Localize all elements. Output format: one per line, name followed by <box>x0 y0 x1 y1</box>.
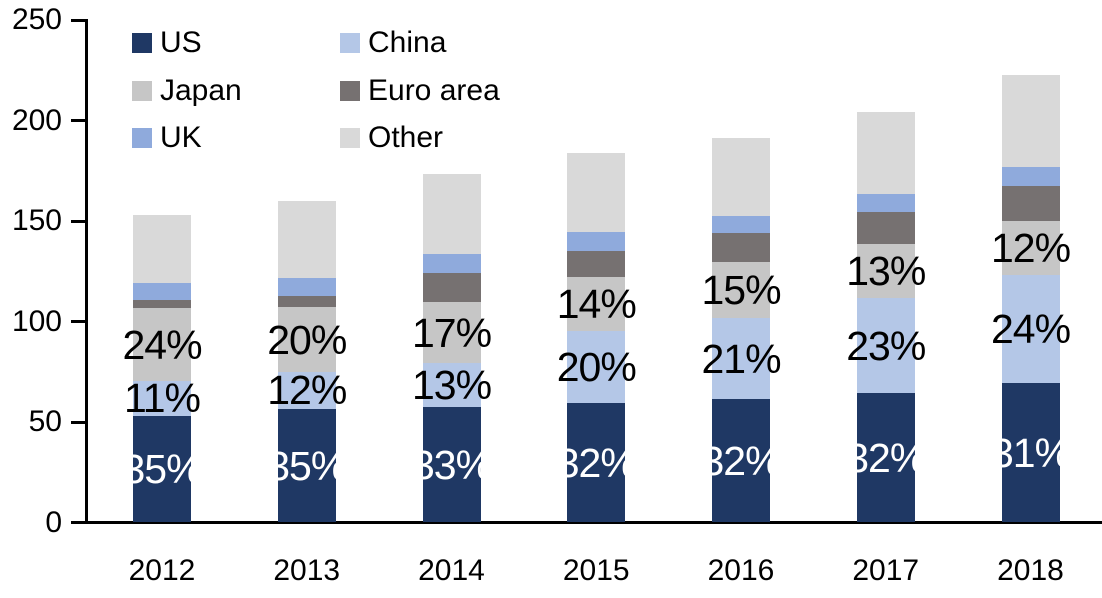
y-tick-mark <box>71 420 86 424</box>
x-tick-label-2012: 2012 <box>128 554 196 587</box>
bar-segment-other-2016 <box>712 137 770 216</box>
bar-segment-us-2016 <box>712 398 770 523</box>
bar-segment-us-2018 <box>1001 382 1060 523</box>
bar-segment-china-2015 <box>567 330 626 403</box>
bar-segment-japan-2015 <box>567 277 626 331</box>
bar-segment-us-2014 <box>422 406 481 523</box>
bar-segment-china-2016 <box>712 318 770 399</box>
bar-segment-us-2017 <box>856 392 915 523</box>
bar-segment-euro-area-2015 <box>567 251 626 278</box>
bar-segment-euro-area-2016 <box>712 233 770 263</box>
bar-segment-uk-2017 <box>856 193 915 212</box>
bar-segment-euro-area-2012 <box>133 300 191 309</box>
y-tick-label: 100 <box>11 304 62 338</box>
y-tick-mark <box>71 119 86 122</box>
bar-segment-us-2015 <box>567 402 626 523</box>
bar-segment-uk-2013 <box>277 278 336 297</box>
y-tick-label: 0 <box>45 505 62 539</box>
bar-segment-us-2013 <box>277 408 336 523</box>
x-tick-label-2014: 2014 <box>418 554 485 587</box>
bar-segment-uk-2016 <box>712 215 770 234</box>
legend-label-china: China <box>368 26 447 59</box>
bar-segment-uk-2015 <box>567 232 626 252</box>
y-tick-label: 200 <box>11 103 62 137</box>
legend-swatch-japan <box>132 81 152 101</box>
bar-segment-euro-area-2017 <box>856 211 915 245</box>
bar-segment-china-2018 <box>1001 275 1060 383</box>
legend-label-us: US <box>160 26 202 59</box>
bar-segment-uk-2018 <box>1001 166 1060 186</box>
bar-segment-japan-2016 <box>712 262 770 319</box>
x-tick-label-2016: 2016 <box>707 554 775 587</box>
bar-segment-us-2012 <box>133 415 191 523</box>
bar-segment-china-2017 <box>856 298 915 393</box>
bar-segment-japan-2013 <box>277 307 336 372</box>
x-tick-label-2015: 2015 <box>562 554 630 587</box>
legend-swatch-euro-area <box>340 81 360 101</box>
y-axis-line <box>85 19 88 524</box>
y-tick-mark <box>71 219 86 223</box>
bar-segment-other-2013 <box>277 200 336 279</box>
bar-segment-other-2017 <box>856 112 915 194</box>
bar-segment-other-2018 <box>1001 75 1060 167</box>
legend-label-uk: UK <box>160 121 202 154</box>
x-tick-label-2013: 2013 <box>273 554 341 587</box>
bar-segment-japan-2014 <box>422 302 481 363</box>
bar-segment-other-2014 <box>422 173 481 255</box>
y-tick-label: 250 <box>11 3 62 36</box>
bar-segment-japan-2017 <box>856 244 915 299</box>
bar-segment-euro-area-2018 <box>1001 185 1060 221</box>
bar-segment-other-2015 <box>567 152 626 233</box>
legend-label-japan: Japan <box>160 74 242 107</box>
y-tick-mark <box>71 320 86 323</box>
bar-segment-uk-2014 <box>422 254 481 274</box>
x-tick-label-2017: 2017 <box>852 554 920 587</box>
bar-segment-china-2013 <box>277 371 336 409</box>
y-tick-mark <box>71 521 86 524</box>
x-tick-label-2018: 2018 <box>997 554 1064 587</box>
legend-swatch-us <box>132 33 152 53</box>
y-tick-label: 50 <box>28 405 62 438</box>
bar-segment-japan-2012 <box>133 308 191 381</box>
bar-segment-other-2012 <box>133 214 191 284</box>
x-axis-line <box>72 521 1102 524</box>
legend-swatch-uk <box>132 128 152 148</box>
legend-swatch-other <box>340 128 360 148</box>
legend-label-other: Other <box>368 121 444 154</box>
bar-segment-uk-2012 <box>133 283 191 301</box>
legend-label-euro-area: Euro area <box>368 74 500 107</box>
bar-segment-china-2012 <box>133 380 191 416</box>
y-tick-label: 150 <box>11 204 62 237</box>
y-tick-mark <box>71 18 86 22</box>
bar-segment-japan-2018 <box>1001 221 1060 276</box>
bar-segment-china-2014 <box>422 362 481 407</box>
bar-segment-euro-area-2013 <box>277 296 336 308</box>
legend-swatch-china <box>340 33 360 53</box>
bar-segment-euro-area-2014 <box>422 273 481 303</box>
